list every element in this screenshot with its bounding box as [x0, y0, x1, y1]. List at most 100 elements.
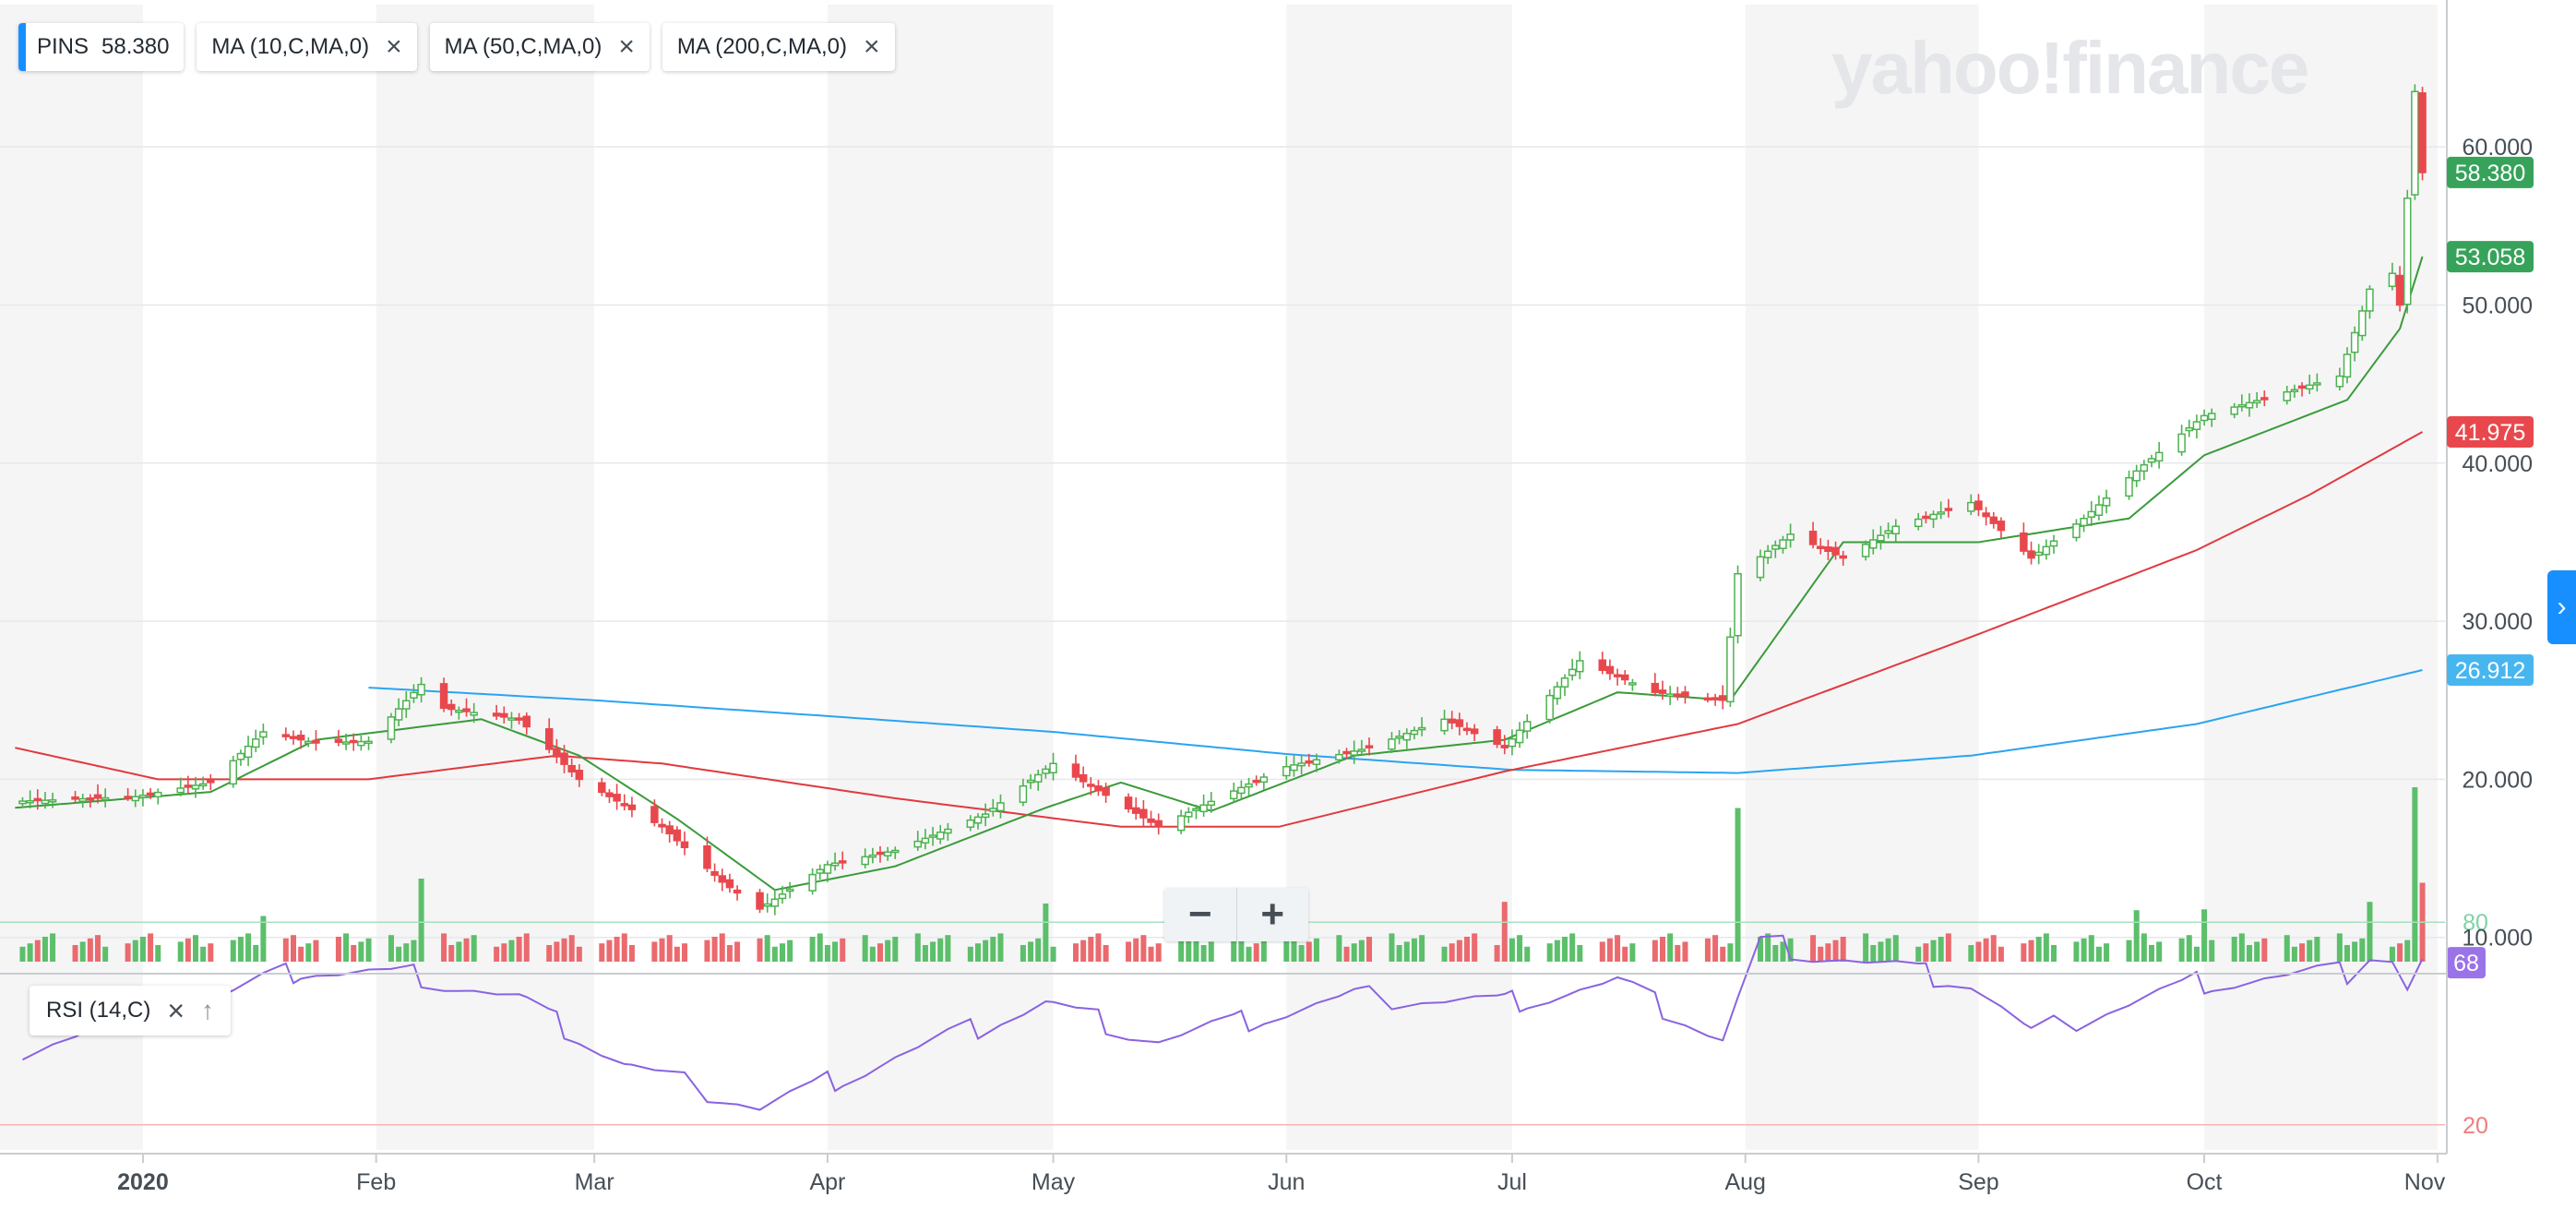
candle-body: [1718, 695, 1727, 701]
candle-body: [710, 870, 719, 877]
volume-bar: [1938, 937, 1944, 962]
candle-body: [1658, 689, 1667, 694]
close-icon[interactable]: ×: [863, 31, 880, 62]
volume-bar: [2261, 938, 2268, 962]
month-band: [1745, 5, 1979, 1150]
study-label: MA (10,C,MA,0): [211, 34, 370, 59]
candle-body: [1079, 773, 1088, 783]
volume-bar: [1494, 945, 1500, 962]
symbol-chip[interactable]: PINS 58.380: [18, 23, 185, 71]
volume-bar: [1990, 935, 1997, 962]
expand-panel-button[interactable]: ›: [2547, 570, 2576, 644]
volume-bar: [95, 935, 101, 962]
volume-bar: [1298, 945, 1305, 962]
candle-body: [966, 819, 975, 828]
candle-body: [1816, 545, 1825, 549]
close-icon[interactable]: ×: [618, 31, 635, 62]
candle-body: [1199, 804, 1208, 813]
zoom-in-button[interactable]: +: [1235, 888, 1309, 941]
rsi-study-chip[interactable]: RSI (14,C) × ↑: [30, 986, 232, 1035]
price-badge: [2447, 156, 2534, 188]
close-icon[interactable]: ×: [386, 31, 402, 62]
volume-bar: [1810, 935, 1817, 962]
candle-body: [1861, 544, 1870, 557]
volume-bar: [456, 941, 462, 962]
volume-bar: [2209, 940, 2215, 962]
volume-bar: [1411, 938, 1417, 962]
candle-body: [1786, 533, 1795, 541]
volume-bar: [1546, 943, 1553, 962]
candle-body: [763, 903, 771, 907]
candle-body: [2154, 451, 2164, 462]
volume-bar: [764, 935, 770, 962]
candle-body: [515, 717, 523, 721]
candle-body: [816, 868, 825, 874]
candle-body: [2072, 523, 2081, 539]
volume-bar: [2367, 902, 2373, 962]
candle-body: [1305, 760, 1314, 764]
study-chip-ma50[interactable]: MA (50,C,MA,0) ×: [429, 23, 650, 71]
arrow-up-icon[interactable]: ↑: [201, 996, 215, 1024]
candle-body: [2335, 375, 2344, 388]
candle-body: [236, 752, 245, 760]
price-badge: [2447, 241, 2534, 273]
volume-bar: [1509, 938, 1515, 962]
candle-body: [18, 800, 27, 805]
volume-bar: [568, 935, 575, 962]
candle-body: [778, 893, 787, 900]
candle-body: [439, 683, 448, 710]
y-tick-label: 40.000: [2463, 451, 2533, 477]
volume-bar: [34, 940, 41, 962]
volume-bar: [291, 935, 296, 962]
candle-body: [101, 796, 110, 801]
candle-body: [823, 864, 832, 874]
volume-bar: [621, 933, 627, 962]
candle-body: [71, 796, 79, 800]
candle-body: [808, 873, 817, 892]
volume-bar: [2336, 933, 2343, 962]
volume-bar: [2404, 940, 2411, 962]
price-badge: [2447, 654, 2534, 687]
candle-body: [981, 813, 990, 819]
candle-body: [1259, 776, 1269, 784]
volume-bar: [1343, 946, 1350, 962]
candle-body: [2049, 540, 2058, 547]
volume-bar: [1283, 937, 1290, 962]
study-chip-ma200[interactable]: MA (200,C,MA,0) ×: [662, 23, 895, 71]
candle-body: [733, 889, 742, 894]
yahoo-finance-watermark: yahoo!finance: [1831, 27, 2309, 109]
volume-bar: [2238, 933, 2245, 962]
volume-bar: [975, 943, 981, 962]
candle-body: [2411, 90, 2419, 196]
candle-body: [455, 709, 463, 713]
candle-body: [1681, 691, 1689, 697]
volume-bar: [1622, 946, 1628, 962]
candle-body: [2230, 406, 2238, 415]
candle-body: [1229, 790, 1238, 800]
volume-bar: [155, 945, 161, 962]
x-tick-label: Mar: [575, 1169, 614, 1195]
volume-bar: [501, 943, 507, 962]
close-icon[interactable]: ×: [167, 993, 185, 1027]
volume-bar: [1915, 946, 1922, 962]
rsi-line: [22, 934, 2424, 1111]
candle-body: [1139, 808, 1148, 819]
study-chip-ma10[interactable]: MA (10,C,MA,0) ×: [197, 23, 417, 71]
volume-bar: [1863, 933, 1869, 962]
volume-bar: [1983, 938, 1989, 962]
volume-bar: [19, 946, 26, 962]
candle-body: [1245, 783, 1253, 788]
volume-bar: [1629, 943, 1636, 962]
volume-bar: [1652, 940, 1658, 962]
candle-body: [1042, 768, 1050, 774]
candle-body: [2395, 274, 2404, 306]
candle-body: [1922, 515, 1930, 520]
candle-body: [341, 741, 351, 745]
volume-bar: [2156, 941, 2163, 962]
candle-body: [78, 797, 87, 802]
candle-body: [507, 717, 516, 721]
zoom-out-button[interactable]: −: [1187, 892, 1212, 937]
candle-body: [928, 834, 937, 838]
volume-bar: [403, 943, 410, 962]
candle-body: [2087, 510, 2096, 518]
